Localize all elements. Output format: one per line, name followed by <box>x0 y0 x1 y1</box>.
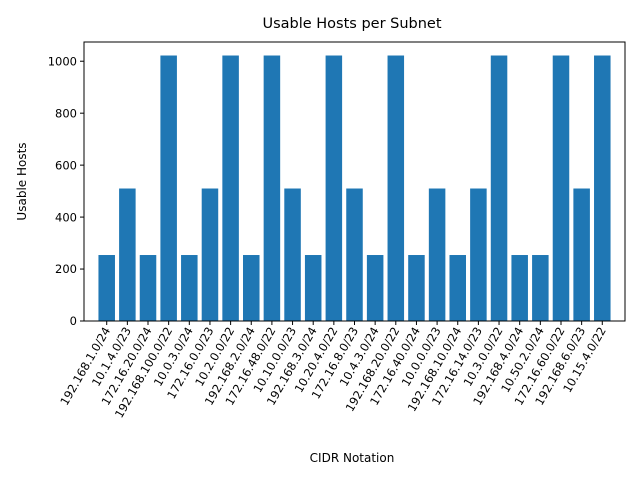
bar-5 <box>201 188 219 321</box>
bar-12 <box>346 188 363 321</box>
bar-23 <box>573 188 590 321</box>
bar-15 <box>408 255 425 321</box>
y-tick-label-5: 1000 <box>48 54 77 68</box>
bar-22 <box>552 55 570 321</box>
bar-7 <box>243 255 260 321</box>
chart-title: Usable Hosts per Subnet <box>262 16 441 32</box>
bar-3 <box>160 55 177 321</box>
y-tick-label-2: 400 <box>55 210 77 224</box>
bar-1 <box>119 188 136 321</box>
bar-17 <box>449 255 466 321</box>
y-axis: 0 200 400 600 800 1000 <box>48 54 84 328</box>
bar-4 <box>181 255 198 321</box>
bar-20 <box>511 255 528 321</box>
bar-8 <box>263 55 281 321</box>
bar-19 <box>490 55 508 321</box>
y-tick-label-4: 800 <box>55 106 77 120</box>
bar-18 <box>470 188 487 321</box>
bar-21 <box>532 255 549 321</box>
y-tick-label-1: 200 <box>55 262 77 276</box>
bar-6 <box>222 55 239 321</box>
y-tick-label-3: 600 <box>55 158 77 172</box>
y-axis-label: Usable Hosts <box>15 142 29 220</box>
bar-2 <box>139 255 157 321</box>
x-axis: 192.168.1.0/2410.1.4.0/23172.16.20.0/241… <box>57 321 609 420</box>
bar-14 <box>387 55 405 321</box>
x-axis-label: CIDR Notation <box>310 451 395 465</box>
bar-24 <box>594 55 611 321</box>
bar-9 <box>284 188 301 321</box>
bar-13 <box>366 255 384 321</box>
bar-11 <box>325 55 343 321</box>
y-tick-label-0: 0 <box>70 314 77 328</box>
bar-10 <box>304 255 322 321</box>
bar-0 <box>98 255 115 321</box>
bar-16 <box>428 188 446 321</box>
bars-group <box>98 55 611 321</box>
